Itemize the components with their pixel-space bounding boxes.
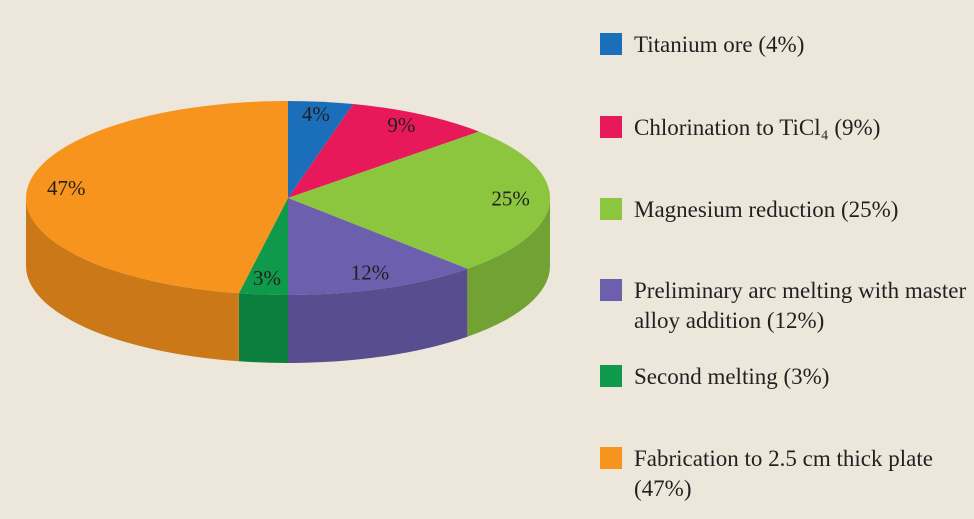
legend-item: Preliminary arc melting with master allo… <box>600 276 970 336</box>
legend-item: Titanium ore (4%) <box>600 30 970 60</box>
legend-swatch <box>600 447 622 469</box>
slice <box>26 101 289 294</box>
data-label: 9% <box>387 113 415 137</box>
data-label: 47% <box>47 176 86 200</box>
legend-label: Chlorination to TiCl₄ (9%) <box>634 115 881 140</box>
slice-side <box>288 268 468 363</box>
legend-item: Fabrication to 2.5 cm thick plate (47%) <box>600 444 970 504</box>
data-label: 12% <box>351 260 390 284</box>
data-label: 4% <box>302 102 330 126</box>
legend-swatch <box>600 116 622 138</box>
legend-label: Preliminary arc melting with master allo… <box>634 278 967 333</box>
legend-label: Titanium ore (4%) <box>634 32 805 57</box>
slice <box>288 198 468 295</box>
legend-label: Magnesium reduction (25%) <box>634 197 899 222</box>
slice <box>238 198 288 295</box>
legend-item: Chlorination to TiCl₄ (9%) <box>600 113 970 143</box>
data-label: 25% <box>491 186 530 210</box>
legend-label: Fabrication to 2.5 cm thick plate (47%) <box>634 446 933 501</box>
slice-side <box>467 198 550 337</box>
slice-side <box>26 198 239 362</box>
data-label: 3% <box>253 266 281 290</box>
legend-swatch <box>600 279 622 301</box>
legend-item: Magnesium reduction (25%) <box>600 195 970 225</box>
legend-swatch <box>600 198 622 220</box>
legend-label: Second melting (3%) <box>634 364 830 389</box>
slice <box>288 131 550 269</box>
legend-swatch <box>600 33 622 55</box>
slice <box>288 104 479 198</box>
slice <box>288 101 354 198</box>
slice-side <box>238 293 288 363</box>
legend-item: Second melting (3%) <box>600 362 970 392</box>
pie-chart: 4% 9% 25% 12% 3% 47% <box>26 101 550 363</box>
legend-swatch <box>600 365 622 387</box>
